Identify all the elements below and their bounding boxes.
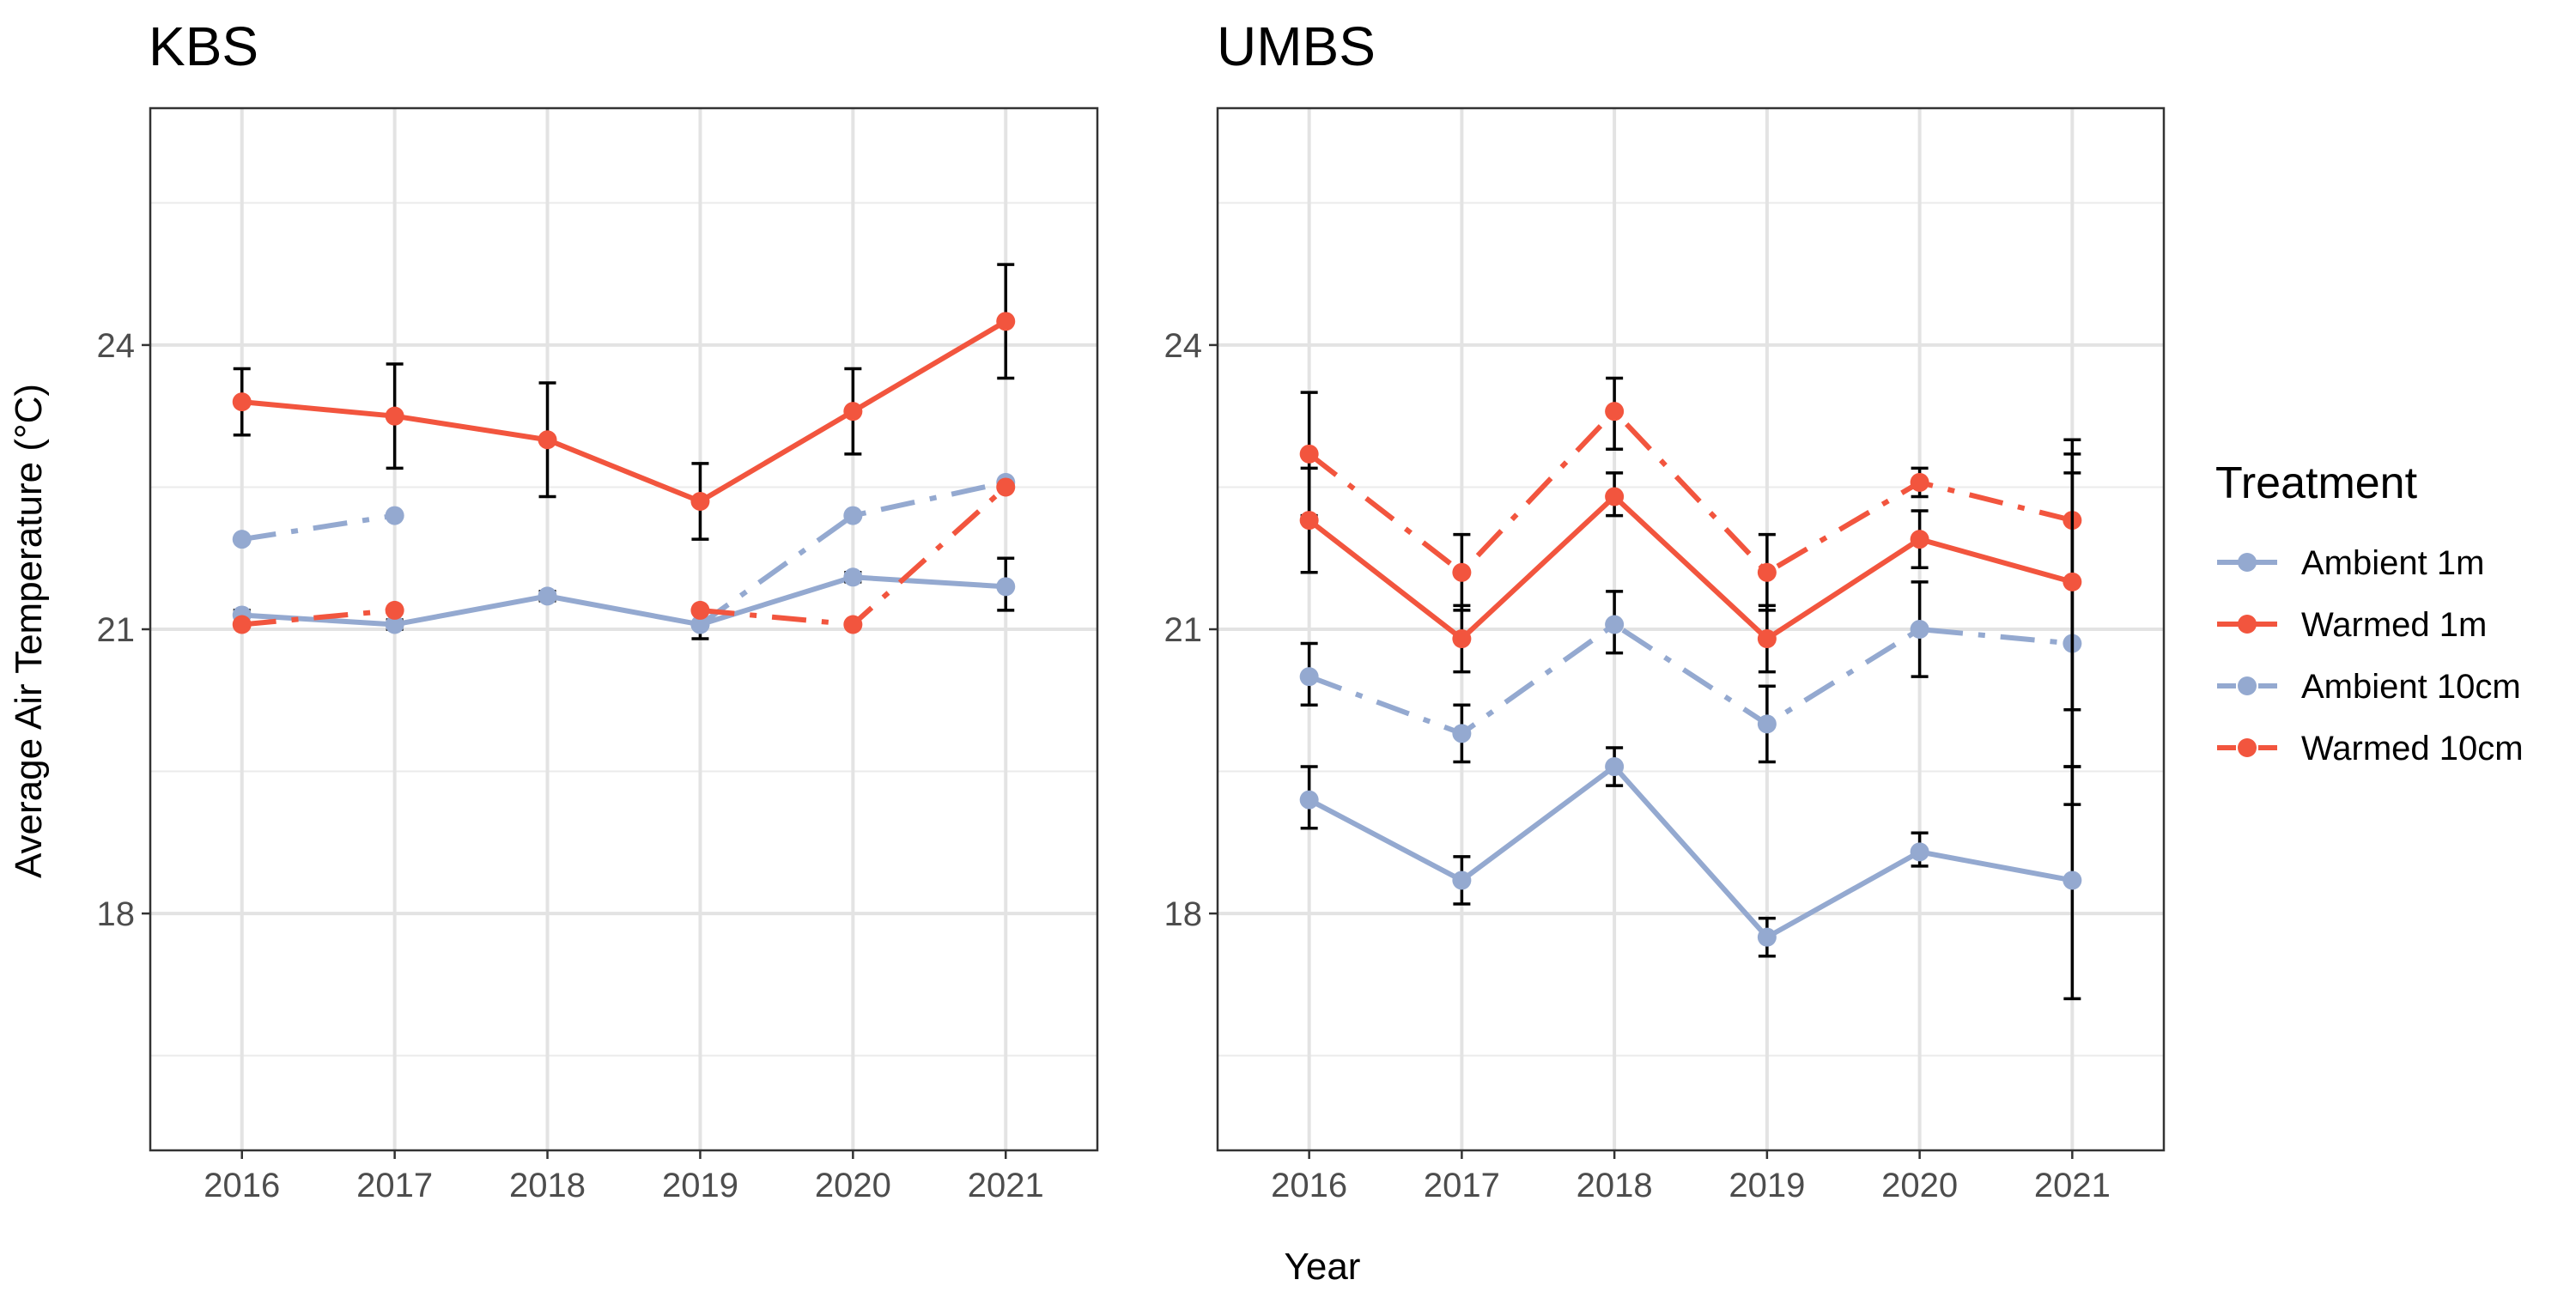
series-kbs-ambient-10cm bbox=[232, 472, 1016, 634]
data-point bbox=[1605, 615, 1625, 634]
series-kbs-warmed-1m bbox=[232, 263, 1016, 541]
y-tick-label: 18 bbox=[97, 895, 136, 933]
series-line-umbs-ambient-1m bbox=[1308, 764, 2073, 940]
data-point bbox=[1452, 724, 1472, 743]
data-point bbox=[1452, 870, 1472, 890]
legend-label: Warmed 10cm bbox=[2301, 730, 2524, 767]
x-tick-label: 2021 bbox=[2034, 1167, 2111, 1204]
x-tick-label: 2017 bbox=[1424, 1167, 1500, 1204]
data-point bbox=[385, 506, 404, 525]
x-axis-label: Year bbox=[1285, 1246, 1361, 1288]
data-point bbox=[843, 402, 863, 422]
legend-label: Ambient 10cm bbox=[2301, 668, 2521, 706]
data-point bbox=[385, 615, 404, 634]
data-point bbox=[1299, 444, 1319, 464]
legend-entry-ambient-10cm: Ambient 10cm bbox=[2217, 668, 2521, 706]
data-point bbox=[1299, 790, 1319, 810]
series-line-kbs-warmed-1m bbox=[241, 318, 1007, 505]
data-point bbox=[232, 392, 252, 412]
data-point bbox=[1910, 620, 1929, 639]
y-tick-label: 21 bbox=[1164, 611, 1203, 649]
series-kbs-ambient-1m bbox=[232, 556, 1016, 640]
data-point bbox=[2063, 870, 2082, 890]
legend: Treatment Ambient 1m Warmed 1m Ambient 10c… bbox=[2215, 458, 2524, 767]
series-line-kbs-ambient-1m bbox=[241, 574, 1006, 628]
x-tick-label: 2019 bbox=[1728, 1167, 1805, 1204]
data-point bbox=[1452, 629, 1472, 649]
data-point bbox=[2063, 572, 2082, 591]
x-tick-label: 2018 bbox=[509, 1167, 586, 1204]
series-line-umbs-warmed-1m bbox=[1307, 494, 2074, 642]
data-point bbox=[690, 600, 710, 620]
data-point bbox=[1910, 472, 1929, 492]
data-point bbox=[1757, 562, 1777, 582]
y-tick-label: 24 bbox=[1164, 327, 1203, 365]
data-point bbox=[538, 430, 557, 450]
data-point bbox=[843, 506, 863, 525]
legend-key-point bbox=[2238, 615, 2257, 634]
legend-entry-warmed-1m: Warmed 1m bbox=[2217, 606, 2487, 644]
data-point bbox=[1910, 530, 1929, 549]
panel-title-kbs: KBS bbox=[149, 15, 258, 77]
data-point bbox=[385, 406, 404, 426]
series-line-kbs-ambient-10cm bbox=[698, 480, 1006, 627]
data-point bbox=[1299, 667, 1319, 687]
x-tick-label: 2017 bbox=[356, 1167, 433, 1204]
data-point bbox=[996, 577, 1016, 597]
y-tick-label: 18 bbox=[1164, 895, 1203, 933]
legend-label: Ambient 1m bbox=[2301, 544, 2484, 582]
data-point bbox=[690, 615, 710, 634]
legend-title: Treatment bbox=[2215, 458, 2418, 508]
panel-kbs: KBS 18 21 24 2016 2017 2018 2019 2020 2021 bbox=[97, 15, 1099, 1204]
y-tick-label: 21 bbox=[97, 611, 136, 649]
panel-title-umbs: UMBS bbox=[1217, 15, 1376, 77]
data-point bbox=[1757, 629, 1777, 649]
data-point bbox=[232, 530, 252, 549]
series-kbs-warmed-10cm bbox=[232, 477, 1016, 634]
x-tick-label: 2020 bbox=[815, 1167, 891, 1204]
panel-umbs: UMBS 18 21 24 2016 2017 2018 2019 2020 2021 bbox=[1164, 15, 2166, 1204]
data-point bbox=[1757, 927, 1777, 947]
legend-entry-warmed-10cm: Warmed 10cm bbox=[2217, 730, 2524, 767]
series-line-kbs-ambient-10cm bbox=[241, 513, 396, 543]
data-point bbox=[1910, 842, 1929, 862]
y-tick-label: 24 bbox=[97, 327, 136, 365]
series-line-umbs-warmed-10cm bbox=[1307, 409, 2074, 575]
x-tick-label: 2016 bbox=[1271, 1167, 1347, 1204]
data-point bbox=[843, 615, 863, 634]
data-point bbox=[843, 567, 863, 587]
series-line-umbs-ambient-10cm bbox=[1308, 622, 2073, 737]
y-axis-label: Average Air Temperature (°C) bbox=[8, 384, 50, 878]
x-tick-label: 2019 bbox=[662, 1167, 738, 1204]
error-bar bbox=[2063, 452, 2081, 806]
data-point bbox=[385, 600, 404, 620]
data-point bbox=[1605, 757, 1625, 777]
x-tick-label: 2016 bbox=[204, 1167, 280, 1204]
series-umbs-ambient-1m bbox=[1299, 746, 2082, 1001]
data-point bbox=[232, 615, 252, 634]
legend-key-point bbox=[2238, 553, 2257, 572]
data-point bbox=[996, 477, 1016, 497]
series-umbs-warmed-1m bbox=[1299, 452, 2082, 806]
x-tick-label: 2021 bbox=[968, 1167, 1044, 1204]
legend-entry-ambient-1m: Ambient 1m bbox=[2217, 544, 2484, 582]
legend-label: Warmed 1m bbox=[2301, 606, 2487, 644]
series-line-kbs-warmed-10cm bbox=[241, 607, 395, 628]
data-point bbox=[1452, 562, 1472, 582]
data-point bbox=[1299, 511, 1319, 531]
x-tick-label: 2020 bbox=[1881, 1167, 1958, 1204]
data-point bbox=[996, 312, 1016, 331]
legend-key-point bbox=[2238, 676, 2257, 695]
data-point bbox=[1605, 487, 1625, 506]
legend-key-point bbox=[2238, 738, 2257, 757]
x-tick-label: 2018 bbox=[1577, 1167, 1653, 1204]
series-umbs-ambient-10cm bbox=[1299, 471, 2082, 764]
data-point bbox=[1605, 402, 1625, 422]
data-point bbox=[538, 586, 557, 606]
data-point bbox=[690, 492, 710, 512]
data-point bbox=[1757, 714, 1777, 734]
